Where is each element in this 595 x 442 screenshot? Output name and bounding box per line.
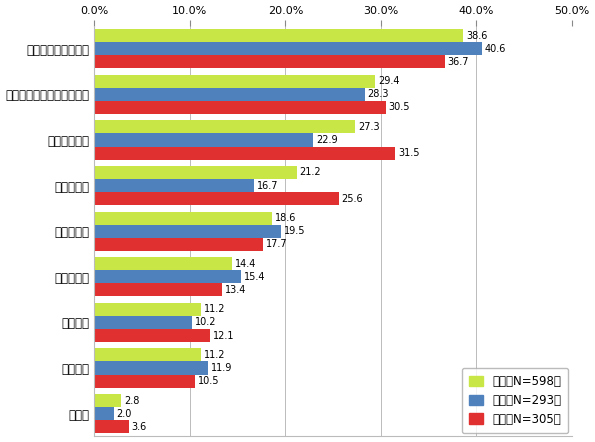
Text: 10.5: 10.5 — [198, 376, 219, 386]
Bar — [95, 192, 339, 205]
Legend: 合計【N=598】, 男性【N=293】, 女性【N=305】: 合計【N=598】, 男性【N=293】, 女性【N=305】 — [462, 368, 568, 433]
Text: 16.7: 16.7 — [256, 181, 278, 191]
Text: 29.4: 29.4 — [378, 76, 399, 86]
Bar — [95, 257, 232, 270]
Bar — [95, 147, 395, 160]
Bar — [95, 362, 208, 374]
Bar — [95, 212, 272, 225]
Bar — [95, 283, 223, 297]
Bar — [95, 101, 386, 114]
Text: 11.2: 11.2 — [204, 305, 226, 314]
Bar — [95, 270, 242, 283]
Text: 22.9: 22.9 — [316, 135, 337, 145]
Bar — [95, 133, 313, 147]
Text: 25.6: 25.6 — [342, 194, 364, 204]
Text: 36.7: 36.7 — [447, 57, 469, 67]
Text: 14.4: 14.4 — [235, 259, 256, 269]
Bar — [95, 329, 210, 342]
Text: 27.3: 27.3 — [358, 122, 380, 132]
Bar — [95, 179, 254, 192]
Bar — [95, 166, 297, 179]
Bar — [95, 316, 192, 329]
Text: 17.7: 17.7 — [267, 239, 288, 249]
Text: 3.6: 3.6 — [131, 422, 147, 432]
Text: 28.3: 28.3 — [368, 89, 389, 99]
Bar — [95, 394, 121, 407]
Text: 31.5: 31.5 — [398, 148, 419, 158]
Bar — [95, 303, 201, 316]
Bar — [95, 42, 482, 55]
Bar — [95, 374, 195, 388]
Bar — [95, 88, 365, 101]
Text: 11.2: 11.2 — [204, 350, 226, 360]
Text: 12.1: 12.1 — [213, 331, 234, 340]
Text: 10.2: 10.2 — [195, 317, 216, 328]
Bar — [95, 225, 281, 238]
Text: 2.0: 2.0 — [117, 409, 131, 419]
Text: 15.4: 15.4 — [245, 272, 266, 282]
Text: 38.6: 38.6 — [466, 30, 487, 41]
Bar — [95, 348, 201, 362]
Text: 11.9: 11.9 — [211, 363, 232, 373]
Text: 30.5: 30.5 — [389, 103, 410, 113]
Bar — [95, 120, 355, 133]
Bar — [95, 407, 114, 420]
Bar — [95, 55, 445, 69]
Bar — [95, 420, 129, 433]
Bar — [95, 238, 264, 251]
Text: 40.6: 40.6 — [485, 44, 506, 54]
Text: 13.4: 13.4 — [226, 285, 246, 295]
Text: 19.5: 19.5 — [283, 226, 305, 236]
Text: 21.2: 21.2 — [300, 168, 321, 178]
Text: 2.8: 2.8 — [124, 396, 139, 405]
Bar — [95, 29, 463, 42]
Text: 18.6: 18.6 — [275, 213, 296, 223]
Bar — [95, 75, 375, 88]
